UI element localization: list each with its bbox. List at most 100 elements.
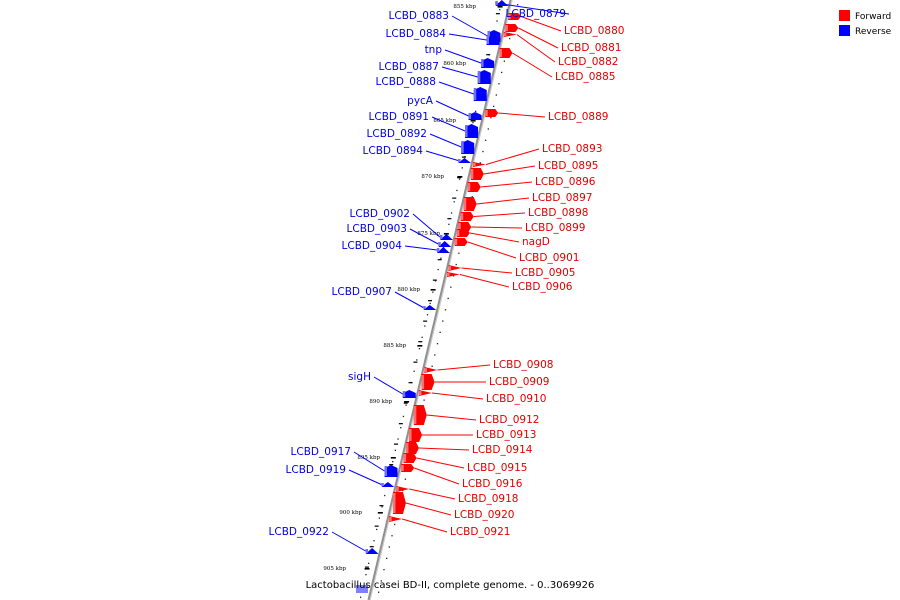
track-dot (404, 478, 407, 480)
track-dot (448, 223, 450, 225)
track-dot (471, 196, 473, 198)
track-dash (447, 218, 452, 220)
gene-label-lcbd-0914: LCBD_0914 (472, 444, 533, 456)
gene-highlight (461, 141, 464, 153)
track-dash (437, 259, 442, 261)
gene-lcbd-0902 (439, 234, 453, 240)
gene-highlight (421, 375, 425, 389)
gene-label-lcbd-0888: LCBD_0888 (376, 76, 436, 88)
track-dot (424, 325, 426, 327)
gene-label-lcbd-0909: LCBD_0909 (489, 376, 549, 388)
track-dot (456, 189, 458, 192)
legend-label-reverse: Reverse (855, 27, 892, 37)
gene-label-lcbd-0882: LCBD_0882 (558, 56, 618, 68)
track-dot (421, 336, 423, 338)
leader-line (431, 392, 484, 400)
leader-line (425, 150, 459, 161)
leader-line (353, 451, 385, 472)
gene-label-lcbd-0894: LCBD_0894 (363, 145, 424, 157)
track-dot (381, 506, 383, 508)
track-dot (423, 399, 425, 401)
track-dot (442, 320, 444, 322)
leader-line (495, 2, 570, 15)
ruler-tick (470, 120, 476, 122)
ruler-tick-label: 865 kbp (433, 118, 456, 124)
leader-line (437, 364, 491, 371)
ruler-tick-label: 890 kbp (369, 399, 392, 405)
track-dot (482, 150, 484, 153)
track-dot (436, 343, 439, 345)
track-dash (486, 54, 491, 56)
gene-label-lcbd-0906: LCBD_0906 (512, 281, 573, 293)
gene-lcbd-0920 (392, 492, 406, 514)
track-dot (400, 427, 402, 429)
track-dot (490, 117, 492, 119)
track-dash (398, 423, 403, 425)
track-dot (496, 20, 498, 22)
track-dot (499, 9, 501, 11)
track-dot (458, 178, 461, 180)
track-dot (402, 489, 404, 492)
gene-highlight (438, 242, 441, 246)
track-dot (501, 71, 503, 74)
track-dash (394, 443, 399, 445)
gene-label-lcbd-0905: LCBD_0905 (515, 267, 575, 279)
leader-line (405, 502, 452, 516)
ruler-tick (364, 568, 370, 570)
leader-line (520, 16, 562, 32)
track-dot (495, 94, 497, 96)
leader-line (498, 112, 546, 118)
track-dot (432, 291, 434, 293)
track-dot (434, 280, 437, 282)
gene-lcbd-0897 (463, 197, 477, 211)
gene-lcbd-0905 (448, 265, 462, 271)
gene-highlight (402, 391, 406, 397)
gene-label-lcbd-0907: LCBD_0907 (332, 286, 392, 298)
leader-line (418, 447, 470, 451)
gene-label-lcbd-0879: LCBD_0879 (506, 8, 566, 20)
gene-highlight (503, 33, 507, 36)
gene-features (356, 0, 522, 593)
gene-label-lcbd-0922: LCBD_0922 (269, 526, 329, 538)
gene-label-tnp: tnp (425, 44, 443, 56)
leader-line (373, 376, 404, 395)
gene-highlight (473, 163, 476, 166)
gene-sigh (402, 390, 416, 398)
gene-label-lcbd-0912: LCBD_0912 (479, 414, 539, 426)
track-dot (391, 535, 393, 537)
ruler-tick-label: 895 kbp (357, 455, 380, 461)
gene-lcbd-0914 (405, 442, 419, 454)
gene-label-lcbd-0919: LCBD_0919 (286, 464, 346, 476)
gene-nagd (456, 229, 470, 237)
ruler-tick-label: 900 kbp (339, 510, 362, 516)
gene-highlight (436, 248, 440, 252)
track-dot (498, 83, 500, 85)
gene-highlight (456, 230, 460, 236)
gene-label-lcbd-0904: LCBD_0904 (342, 240, 403, 252)
leader-line (409, 228, 439, 245)
track-dot (378, 517, 381, 519)
track-dot (503, 60, 505, 62)
ruler-tick-label: 860 kbp (443, 61, 466, 67)
leader-line (402, 518, 448, 533)
track-dash (418, 341, 423, 343)
genome-axis (367, 0, 513, 600)
track-dot (517, 4, 519, 6)
track-dash (432, 279, 437, 281)
leader-line (394, 291, 424, 308)
gene-lcbd-0915 (403, 453, 417, 463)
gene-highlight (505, 25, 508, 31)
gene-lcbd-0921 (389, 516, 403, 522)
track-dot (492, 105, 495, 107)
gene-highlight (413, 406, 417, 424)
gene-highlight (448, 266, 452, 270)
gene-tnp (481, 58, 495, 68)
track-dot (431, 365, 433, 367)
gene-highlight (485, 110, 488, 116)
track-dot (434, 354, 436, 356)
track-dot (365, 574, 367, 576)
gene-highlight (365, 549, 369, 553)
ruler-tick-label: 880 kbp (397, 287, 420, 293)
gene-label-lcbd-0895: LCBD_0895 (538, 160, 598, 172)
gene-highlight (447, 273, 450, 276)
